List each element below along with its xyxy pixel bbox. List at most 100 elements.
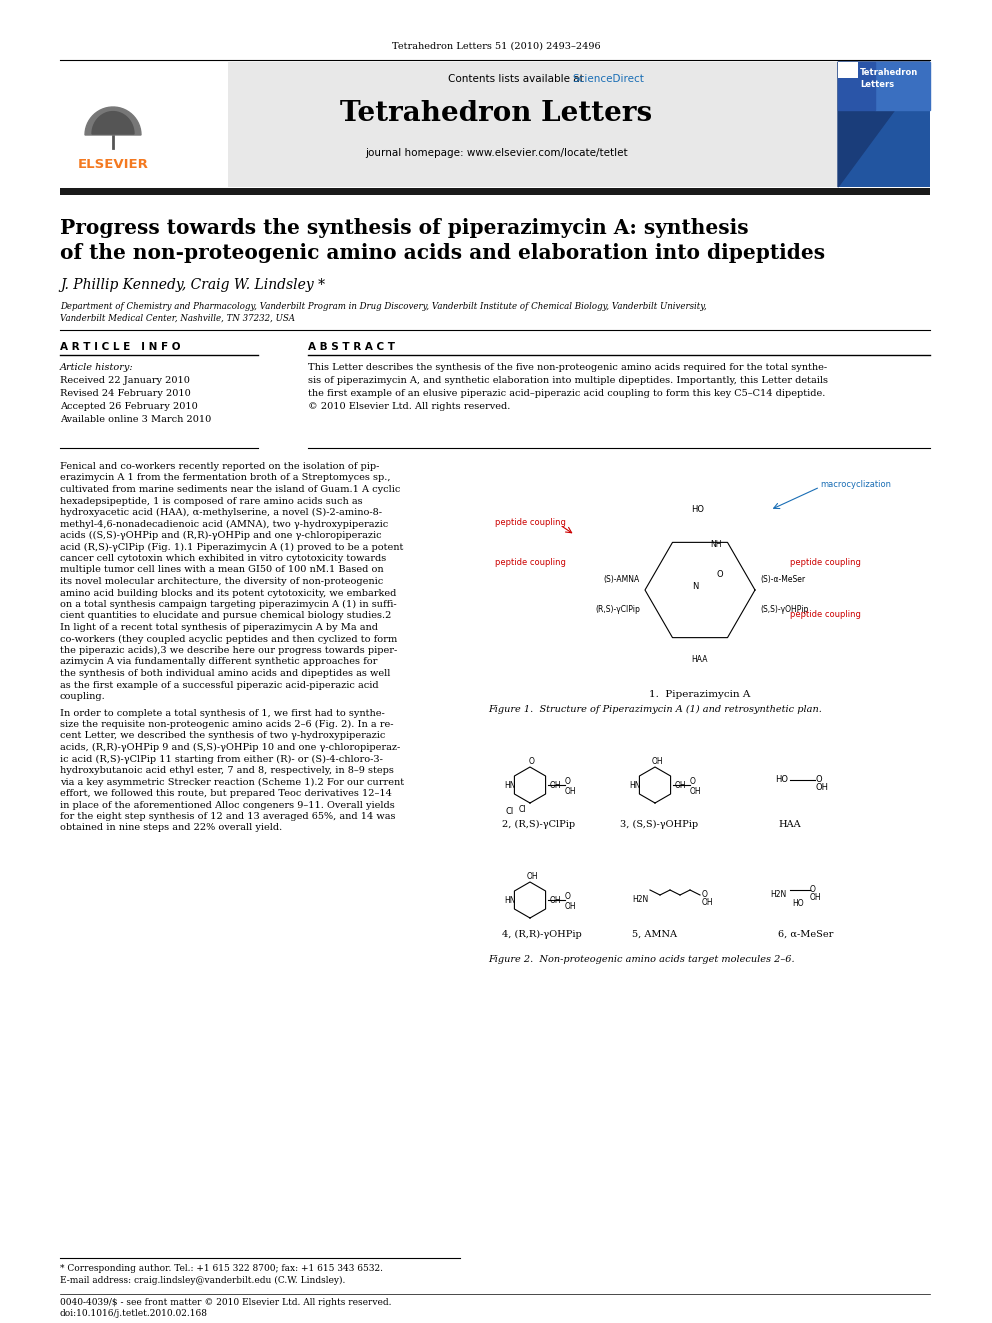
Text: A B S T R A C T: A B S T R A C T [308, 343, 395, 352]
Text: Vanderbilt Medical Center, Nashville, TN 37232, USA: Vanderbilt Medical Center, Nashville, TN… [60, 314, 295, 323]
Text: ScienceDirect: ScienceDirect [572, 74, 644, 83]
Bar [488, 458, 930, 767]
Text: azimycin A via fundamentally different synthetic approaches for: azimycin A via fundamentally different s… [60, 658, 377, 667]
Text: (S)-α-MeSer: (S)-α-MeSer [760, 576, 806, 583]
Bar [60, 62, 228, 187]
Text: O: O [565, 892, 570, 901]
Text: for the eight step synthesis of 12 and 13 averaged 65%, and 14 was: for the eight step synthesis of 12 and 1… [60, 812, 396, 822]
Text: peptide coupling: peptide coupling [495, 558, 565, 568]
Text: O: O [716, 570, 723, 579]
Text: Available online 3 March 2010: Available online 3 March 2010 [60, 415, 211, 423]
Text: 0040-4039/$ - see front matter © 2010 Elsevier Ltd. All rights reserved.: 0040-4039/$ - see front matter © 2010 El… [60, 1298, 392, 1307]
Bar [60, 62, 930, 187]
Text: OH: OH [565, 902, 576, 912]
Text: ic acid (R,S)-γClPip 11 starting from either (R)- or (S)-4-chloro-3-: ic acid (R,S)-γClPip 11 starting from ei… [60, 754, 383, 763]
Polygon shape [838, 62, 930, 187]
Text: J. Phillip Kennedy, Craig W. Lindsley *: J. Phillip Kennedy, Craig W. Lindsley * [60, 278, 325, 292]
Text: cultivated from marine sediments near the island of Guam.1 A cyclic: cultivated from marine sediments near th… [60, 486, 401, 493]
Text: Article history:: Article history: [60, 363, 134, 372]
Text: hydroxybutanoic acid ethyl ester, 7 and 8, respectively, in 8–9 steps: hydroxybutanoic acid ethyl ester, 7 and … [60, 766, 394, 775]
Text: * Corresponding author. Tel.: +1 615 322 8700; fax: +1 615 343 6532.: * Corresponding author. Tel.: +1 615 322… [60, 1263, 383, 1273]
Text: the first example of an elusive piperazic acid–piperazic acid coupling to form t: the first example of an elusive piperazi… [308, 389, 825, 398]
Text: hydroxyacetic acid (HAA), α-methylserine, a novel (S)-2-amino-8-: hydroxyacetic acid (HAA), α-methylserine… [60, 508, 382, 517]
Text: size the requisite non-proteogenic amino acids 2–6 (Fig. 2). In a re-: size the requisite non-proteogenic amino… [60, 720, 394, 729]
Text: Figure 2.  Non-proteogenic amino acids target molecules 2–6.: Figure 2. Non-proteogenic amino acids ta… [488, 955, 795, 964]
Text: OH: OH [550, 781, 561, 790]
Text: hexadepsipeptide, 1 is composed of rare amino acids such as: hexadepsipeptide, 1 is composed of rare … [60, 496, 363, 505]
Text: This Letter describes the synthesis of the five non-proteogenic amino acids requ: This Letter describes the synthesis of t… [308, 363, 827, 372]
Text: doi:10.1016/j.tetlet.2010.02.168: doi:10.1016/j.tetlet.2010.02.168 [60, 1308, 208, 1318]
Text: Revised 24 February 2010: Revised 24 February 2010 [60, 389, 190, 398]
Text: peptide coupling: peptide coupling [790, 558, 861, 568]
Text: its novel molecular architecture, the diversity of non-proteogenic: its novel molecular architecture, the di… [60, 577, 383, 586]
Text: OH: OH [810, 893, 821, 902]
Text: 2, (R,S)-γClPip: 2, (R,S)-γClPip [502, 820, 575, 830]
Text: methyl-4,6-nonadecadienoic acid (AMNA), two γ-hydroxypiperazic: methyl-4,6-nonadecadienoic acid (AMNA), … [60, 520, 388, 529]
Text: OH: OH [815, 783, 828, 792]
Text: multiple tumor cell lines with a mean GI50 of 100 nM.1 Based on: multiple tumor cell lines with a mean GI… [60, 565, 384, 574]
Text: E-mail address: craig.lindsley@vanderbilt.edu (C.W. Lindsley).: E-mail address: craig.lindsley@vanderbil… [60, 1275, 345, 1285]
Text: HO: HO [775, 775, 788, 785]
Text: 6, α-MeSer: 6, α-MeSer [778, 930, 833, 939]
Text: peptide coupling: peptide coupling [495, 519, 565, 527]
Bar [838, 62, 858, 78]
Text: journal homepage: www.elsevier.com/locate/tetlet: journal homepage: www.elsevier.com/locat… [365, 148, 627, 157]
Text: OH: OH [526, 872, 538, 881]
Text: HN: HN [504, 896, 516, 905]
Text: ELSEVIER: ELSEVIER [77, 157, 149, 171]
Text: O: O [810, 885, 815, 894]
Text: Contents lists available at: Contents lists available at [448, 74, 587, 83]
Text: co-workers (they coupled acyclic peptides and then cyclized to form: co-workers (they coupled acyclic peptide… [60, 635, 397, 643]
Text: OH: OH [651, 757, 663, 766]
Text: sis of piperazimycin A, and synthetic elaboration into multiple dipeptides. Impo: sis of piperazimycin A, and synthetic el… [308, 376, 828, 385]
Text: HO: HO [691, 505, 704, 515]
Text: on a total synthesis campaign targeting piperazimycin A (1) in suffi-: on a total synthesis campaign targeting … [60, 601, 397, 609]
Text: cent Letter, we described the synthesis of two γ-hydroxypiperazic: cent Letter, we described the synthesis … [60, 732, 385, 741]
Text: acid (R,S)-γClPip (Fig. 1).1 Piperazimycin A (1) proved to be a potent: acid (R,S)-γClPip (Fig. 1).1 Piperazimyc… [60, 542, 404, 552]
Text: (S)-AMNA: (S)-AMNA [604, 576, 640, 583]
Text: A R T I C L E   I N F O: A R T I C L E I N F O [60, 343, 181, 352]
Text: Tetrahedron Letters: Tetrahedron Letters [340, 101, 652, 127]
Text: In light of a recent total synthesis of piperazimycin A by Ma and: In light of a recent total synthesis of … [60, 623, 378, 632]
Text: Cl: Cl [518, 804, 526, 814]
Text: O: O [815, 775, 821, 785]
Text: 1.  Piperazimycin A: 1. Piperazimycin A [650, 691, 751, 699]
Text: HN: HN [504, 781, 516, 790]
Polygon shape [92, 111, 134, 134]
Polygon shape [838, 62, 875, 110]
Polygon shape [85, 107, 141, 135]
Text: Accepted 26 February 2010: Accepted 26 February 2010 [60, 402, 197, 411]
Text: 5, AMNA: 5, AMNA [632, 930, 677, 939]
Text: OH: OH [550, 896, 561, 905]
Text: OH: OH [702, 898, 713, 908]
Text: erazimycin A 1 from the fermentation broth of a Streptomyces sp.,: erazimycin A 1 from the fermentation bro… [60, 474, 391, 483]
Text: amino acid building blocks and its potent cytotoxicity, we embarked: amino acid building blocks and its poten… [60, 589, 397, 598]
Text: O: O [565, 777, 570, 786]
Text: HAA: HAA [778, 820, 801, 830]
Polygon shape [875, 62, 930, 110]
Text: HO: HO [792, 900, 804, 908]
Text: Fenical and co-workers recently reported on the isolation of pip-: Fenical and co-workers recently reported… [60, 462, 379, 471]
Text: O: O [690, 777, 695, 786]
Text: NH: NH [710, 540, 721, 549]
Text: OH: OH [565, 787, 576, 796]
Text: H2N: H2N [770, 890, 787, 900]
Text: macrocyclization: macrocyclization [820, 480, 891, 490]
Text: of the non-proteogenic amino acids and elaboration into dipeptides: of the non-proteogenic amino acids and e… [60, 243, 825, 263]
Text: effort, we followed this route, but prepared Teoc derivatives 12–14: effort, we followed this route, but prep… [60, 789, 392, 798]
Text: 4, (R,R)-γOHPip: 4, (R,R)-γOHPip [502, 930, 581, 939]
Text: O: O [702, 890, 708, 900]
Text: (R,S)-γClPip: (R,S)-γClPip [595, 605, 640, 614]
Text: the piperazic acids),3 we describe here our progress towards piper-: the piperazic acids),3 we describe here … [60, 646, 397, 655]
Text: via a key asymmetric Strecker reaction (Scheme 1).2 For our current: via a key asymmetric Strecker reaction (… [60, 778, 404, 787]
Bar [838, 62, 930, 187]
Text: as the first example of a successful piperazic acid-piperazic acid: as the first example of a successful pip… [60, 680, 379, 689]
Text: coupling.: coupling. [60, 692, 106, 701]
Text: OH: OH [675, 781, 686, 790]
Text: Progress towards the synthesis of piperazimycin A: synthesis: Progress towards the synthesis of pipera… [60, 218, 749, 238]
Text: Tetrahedron
Letters: Tetrahedron Letters [860, 67, 919, 89]
Text: Received 22 January 2010: Received 22 January 2010 [60, 376, 189, 385]
Bar [488, 730, 930, 1031]
Text: cient quantities to elucidate and pursue chemical biology studies.2: cient quantities to elucidate and pursue… [60, 611, 392, 620]
Text: in place of the aforementioned Alloc congeners 9–11. Overall yields: in place of the aforementioned Alloc con… [60, 800, 395, 810]
